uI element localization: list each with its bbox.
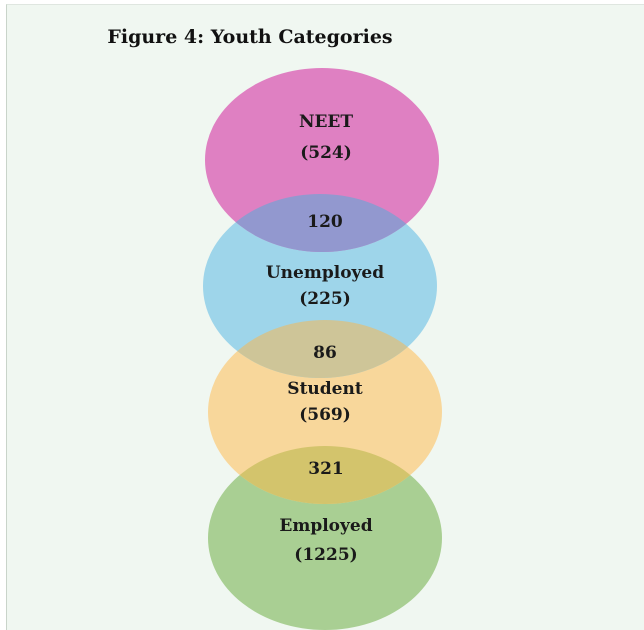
student-label: Student [287,379,363,399]
unemployed-student-overlap-value: 86 [313,343,337,363]
neet-label: NEET [299,112,353,132]
student-count: (569) [299,405,351,425]
student-employed-overlap-value: 321 [308,459,344,479]
unemployed-count: (225) [299,289,351,309]
figure-title: Figure 4: Youth Categories [107,26,393,48]
employed-count: (1225) [294,545,357,565]
unemployed-label: Unemployed [266,263,384,283]
employed-label: Employed [279,516,372,536]
neet-unemployed-overlap-value: 120 [307,212,343,232]
neet-count: (524) [300,143,352,163]
employed-circle [208,446,442,630]
